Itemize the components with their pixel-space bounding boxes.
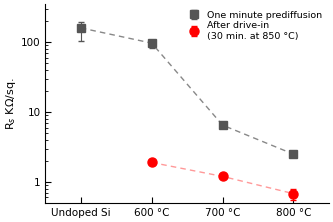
Legend: One minute prediffusion, After drive-in
(30 min. at 850 °C): One minute prediffusion, After drive-in … — [182, 9, 324, 42]
Y-axis label: R$_s$ KΩ/sq.: R$_s$ KΩ/sq. — [4, 77, 18, 130]
